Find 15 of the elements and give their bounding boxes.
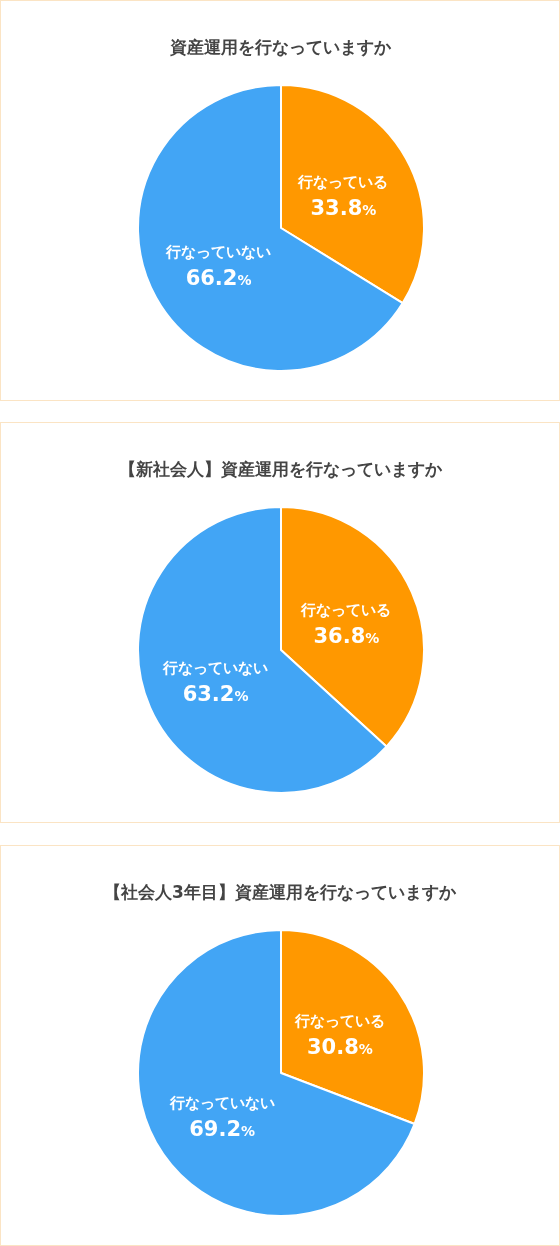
slice-label: 行なっていない [168,1093,275,1112]
chart-title: 【新社会人】資産運用を行なっていますか [118,459,443,479]
slice-label: 行なっていない [162,658,269,677]
chart-title: 【社会人3年目】資産運用を行なっていますか [104,882,457,902]
data-label: 36.8% [313,624,380,649]
data-label: 66.2% [185,265,252,290]
data-label: 30.8% [306,1035,373,1060]
slice-label: 行なっている [300,601,392,620]
chart-title: 資産運用を行なっていますか [168,37,392,57]
data-label: 63.2% [182,681,249,706]
slice-label: 行なっている [297,173,389,192]
slice-label: 行なっている [293,1012,385,1031]
slice-label: 行なっていない [165,242,272,261]
data-label: 33.8% [310,196,377,221]
data-label: 69.2% [189,1116,256,1141]
